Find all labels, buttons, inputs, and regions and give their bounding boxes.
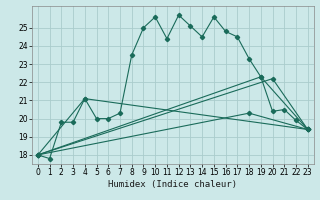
X-axis label: Humidex (Indice chaleur): Humidex (Indice chaleur) bbox=[108, 180, 237, 189]
